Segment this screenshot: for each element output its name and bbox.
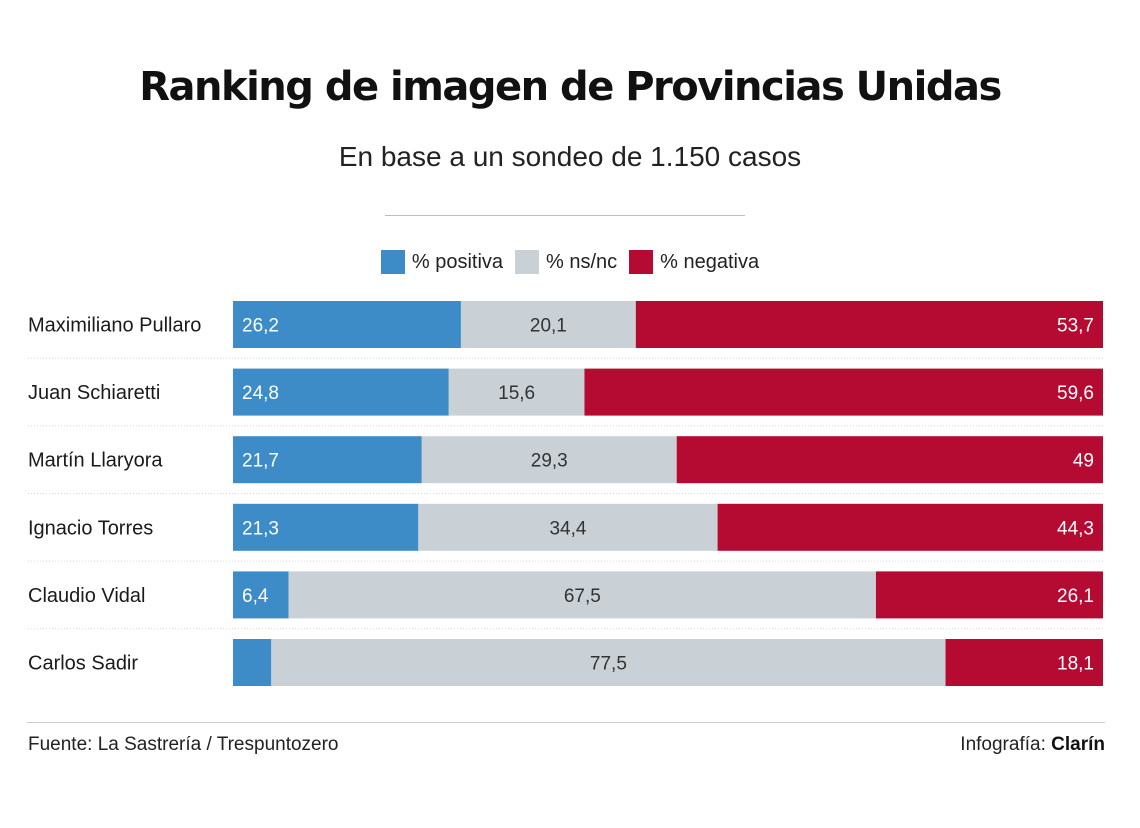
credit-prefix: Infografía:: [960, 734, 1046, 755]
bar-row: Martín Llaryora 21,7 29,3 49: [28, 436, 1103, 494]
data-label-negativa: 49: [1073, 451, 1094, 472]
bar-segment-negativa: [635, 301, 1103, 348]
bar-segment-positiva: [233, 301, 461, 348]
bar-row: Maximiliano Pullaro 26,2 20,1 53,7: [28, 301, 1103, 359]
credit: Infografía: Clarín: [960, 734, 1105, 756]
title-separator: [385, 215, 745, 216]
credit-brand: Clarín: [1051, 734, 1105, 755]
data-label-nsnc: 29,3: [531, 451, 568, 472]
legend-label-positiva: % positiva: [411, 250, 504, 273]
bar-segment-nsnc: [418, 503, 718, 551]
row-label: Juan Schiaretti: [28, 382, 160, 404]
footer-rule: [27, 722, 1105, 723]
legend-item-nsnc: % ns/nc: [515, 250, 617, 274]
bar-segment-negativa: [584, 368, 1103, 416]
bar-segment-negativa: [875, 571, 1103, 619]
legend-label-negativa: % negativa: [660, 250, 760, 273]
bar-segment-nsnc: [288, 571, 876, 619]
data-label-positiva: 26,2: [242, 316, 279, 337]
legend-swatch-negativa: [629, 250, 654, 274]
data-label-positiva: 6,4: [242, 586, 269, 607]
chart-title: Ranking de imagen de Provincias Unidas: [139, 64, 1002, 110]
bar-segment-nsnc: [271, 639, 946, 686]
legend-item-positiva: % positiva: [380, 250, 504, 274]
bar-segment-positiva: [233, 571, 289, 619]
legend-swatch-positiva: [380, 250, 405, 274]
data-label-negativa: 59,6: [1057, 383, 1094, 404]
bar-segment-nsnc: [448, 368, 585, 416]
row-label: Ignacio Torres: [28, 517, 153, 539]
row-label: Claudio Vidal: [28, 585, 146, 607]
row-label: Martín Llaryora: [28, 450, 163, 472]
bar-segment-positiva: [233, 436, 422, 484]
bar-segment-negativa: [717, 503, 1103, 551]
data-label-nsnc: 15,6: [498, 383, 535, 404]
data-label-negativa: 18,1: [1057, 654, 1094, 675]
legend-label-nsnc: % ns/nc: [546, 250, 618, 273]
data-label-nsnc: 67,5: [564, 586, 601, 607]
bar-row: Claudio Vidal 6,4 67,5 26,1: [28, 571, 1103, 630]
data-label-positiva: 24,8: [242, 383, 279, 404]
data-label-negativa: 53,7: [1057, 316, 1094, 337]
legend: % positiva % ns/nc % negativa: [0, 250, 1140, 274]
chart-subtitle: En base a un sondeo de 1.150 casos: [338, 141, 802, 172]
bar-row: Carlos Sadir 77,5 18,1: [28, 639, 1103, 686]
data-label-positiva: 21,3: [242, 518, 279, 539]
legend-item-negativa: % negativa: [629, 250, 759, 274]
bar-segment-negativa: [945, 639, 1103, 686]
data-label-nsnc: 20,1: [530, 316, 567, 337]
bar-segment-nsnc: [421, 436, 677, 484]
data-label-nsnc: 77,5: [590, 654, 627, 675]
legend-swatch-nsnc: [515, 250, 540, 274]
bar-row: Ignacio Torres 21,3 34,4 44,3: [28, 503, 1103, 562]
bar-segment-negativa: [676, 436, 1103, 484]
data-label-positiva: 21,7: [242, 451, 279, 472]
data-label-negativa: 44,3: [1057, 518, 1094, 539]
data-label-nsnc: 34,4: [549, 518, 586, 539]
row-label: Maximiliano Pullaro: [28, 315, 201, 337]
bar-segment-positiva: [233, 639, 272, 686]
bar-segment-nsnc: [460, 301, 636, 348]
bar-row: Juan Schiaretti 24,8 15,6 59,6: [28, 368, 1103, 427]
bar-segment-positiva: [233, 368, 449, 416]
data-label-negativa: 26,1: [1057, 586, 1094, 607]
source-note: Fuente: La Sastrería / Trespuntozero: [28, 734, 339, 755]
bar-segment-positiva: [233, 503, 419, 551]
row-label: Carlos Sadir: [28, 653, 138, 675]
